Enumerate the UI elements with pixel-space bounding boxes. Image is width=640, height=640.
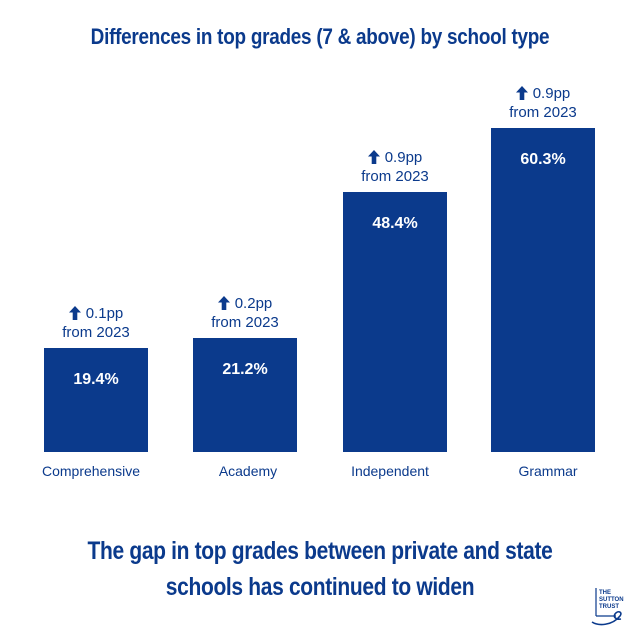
change-since: from 2023 <box>509 104 577 122</box>
bar-value-label-academy: 21.2% <box>222 361 268 379</box>
category-label-independent: Independent <box>351 463 429 479</box>
change-value-academy: 0.2pp <box>175 294 315 313</box>
headline: The gap in top grades between private an… <box>68 533 572 605</box>
bar-independent <box>343 192 447 452</box>
sutton-trust-logo: THE SUTTON TRUST <box>591 588 624 626</box>
change-label-academy: 0.2pp from 2023 <box>175 294 315 332</box>
change-amount: 0.1pp <box>85 304 124 322</box>
change-value-grammar: 0.9pp <box>473 84 613 103</box>
change-value-independent: 0.9pp <box>325 148 465 167</box>
category-label-comprehensive: Comprehensive <box>41 463 141 479</box>
headline-line-2: schools has continued to widen <box>165 573 475 601</box>
logo-text-2: SUTTON <box>599 597 624 603</box>
bar-value-label-independent: 48.4% <box>372 215 418 233</box>
change-value-comprehensive: 0.1pp <box>26 304 166 323</box>
logo-text-3: TRUST <box>599 604 619 610</box>
bar-value-label-comprehensive: 19.4% <box>73 370 119 388</box>
change-label-independent: 0.9pp from 2023 <box>325 148 465 186</box>
chart-title: Differences in top grades (7 & above) by… <box>90 24 550 49</box>
change-label-grammar: 0.9pp from 2023 <box>473 84 613 122</box>
change-since: from 2023 <box>62 323 130 341</box>
change-amount: 0.9pp <box>384 149 423 167</box>
up-arrow-icon <box>68 305 81 320</box>
change-amount: 0.2pp <box>234 295 273 313</box>
change-amount: 0.9pp <box>532 85 571 103</box>
headline-line-1: The gap in top grades between private an… <box>87 537 553 565</box>
bar-value-label-grammar: 60.3% <box>520 151 566 169</box>
bar-grammar <box>491 128 595 452</box>
change-label-comprehensive: 0.1pp from 2023 <box>26 304 166 342</box>
up-arrow-icon <box>367 150 380 165</box>
bar-comprehensive <box>44 347 148 452</box>
bar-academy <box>193 338 297 452</box>
up-arrow-icon <box>515 86 528 101</box>
logo-swoosh-icon <box>591 611 622 626</box>
change-since: from 2023 <box>211 314 279 332</box>
category-label-grammar: Grammar <box>518 463 578 479</box>
up-arrow-icon <box>217 296 230 311</box>
logo-text-1: THE <box>599 590 611 596</box>
category-label-academy: Academy <box>218 463 278 479</box>
logo-frame-icon <box>595 588 616 617</box>
change-since: from 2023 <box>361 168 429 186</box>
